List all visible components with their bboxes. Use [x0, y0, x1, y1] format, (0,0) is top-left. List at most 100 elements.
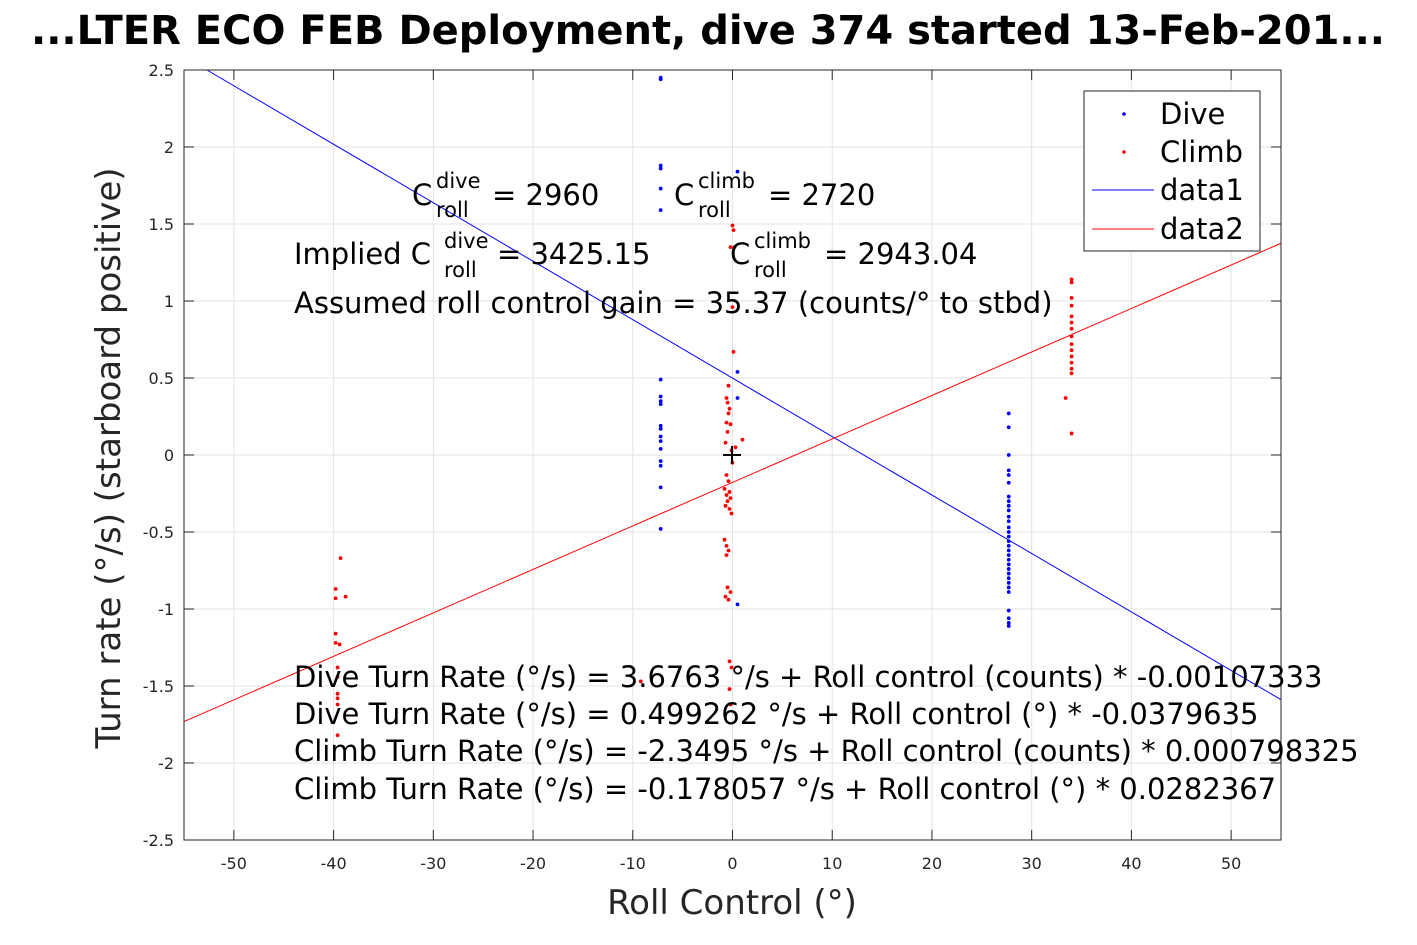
climb-point [335, 696, 340, 701]
climb-point [1063, 396, 1068, 400]
y-tick-label: 0 [164, 446, 174, 465]
climb-point [1069, 342, 1074, 347]
dive-point [658, 426, 663, 431]
climb-point [728, 422, 733, 427]
climb-point [1069, 371, 1074, 376]
dive-point [1006, 468, 1011, 473]
climb-equation-counts: Climb Turn Rate (°/s) = -2.3495 °/s + Ro… [294, 734, 1359, 768]
dive-point [735, 602, 740, 607]
dive-point [1006, 567, 1011, 571]
svg-text:= 2960: = 2960 [492, 178, 599, 212]
dive-point [1006, 534, 1011, 539]
dive-point [1006, 562, 1011, 567]
svg-text:= 2943.04: = 2943.04 [824, 237, 977, 271]
dive-point [1006, 525, 1011, 530]
svg-text:= 3425.15: = 3425.15 [497, 237, 650, 271]
dive-point [658, 527, 663, 531]
legend-data2-label: data2 [1160, 212, 1244, 246]
climb-point [1069, 280, 1074, 285]
climb-point [727, 687, 732, 691]
y-tick-label: 1 [164, 292, 174, 311]
climb-point [335, 702, 340, 707]
x-tick-label: 50 [1221, 854, 1241, 873]
svg-text:climb: climb [754, 229, 811, 253]
dive-point [1006, 425, 1011, 430]
climb-point [333, 640, 338, 645]
climb-point [729, 665, 734, 670]
x-tick-label: -30 [420, 854, 446, 873]
dive-point [658, 485, 663, 490]
y-tick-label: -1 [158, 600, 174, 619]
climb-point [726, 411, 731, 416]
legend-climb-label: Climb [1160, 135, 1243, 169]
climb-point [1069, 354, 1074, 359]
fit-line-data1 [206, 69, 1282, 701]
climb-point [1069, 277, 1074, 282]
dive-point [1006, 548, 1011, 553]
dive-point [735, 369, 740, 374]
climb-point [333, 631, 338, 636]
climb-point [1069, 296, 1074, 300]
climb-point [724, 420, 729, 425]
y-tick-label: -2 [158, 754, 174, 773]
climb-point [727, 507, 732, 511]
x-tick-label: -40 [321, 854, 347, 873]
chart-title: ...LTER ECO FEB Deployment, dive 374 sta… [31, 8, 1385, 54]
dive-point [1006, 590, 1011, 594]
dive-point [1006, 585, 1011, 590]
dive-point [735, 396, 740, 400]
dive-point [658, 166, 663, 171]
dive-point [658, 163, 663, 168]
origin-marker [723, 446, 741, 464]
climb-point [728, 702, 733, 707]
dive-point [1006, 624, 1011, 628]
climb-point [1069, 431, 1074, 436]
dive-point [658, 459, 663, 464]
svg-text:C: C [674, 178, 694, 212]
svg-text:dive: dive [436, 169, 481, 193]
dive-equation-degrees: Dive Turn Rate (°/s) = 0.499262 °/s + Ro… [294, 697, 1259, 731]
climb-point [1069, 334, 1074, 339]
climb-point [333, 587, 338, 591]
y-tick-label: 2 [164, 138, 174, 157]
climb-point [733, 445, 738, 450]
dive-point [1006, 571, 1011, 576]
data-points [333, 75, 1074, 738]
climb-point [730, 223, 735, 228]
climb-point [1069, 314, 1074, 319]
y-tick-label: -2.5 [143, 831, 174, 850]
climb-point [726, 383, 731, 388]
legend-box [1083, 90, 1261, 252]
dive-point [1006, 480, 1011, 485]
dive-point [1006, 543, 1011, 548]
svg-text:climb: climb [698, 169, 755, 193]
x-tick-label: 0 [727, 854, 737, 873]
climb-point [335, 665, 340, 670]
legend-data1-label: data1 [1160, 173, 1244, 207]
y-axis-label: Turn rate (°/s) (starboard positive) [89, 167, 129, 749]
svg-text:roll: roll [698, 198, 731, 222]
dive-point [658, 186, 663, 191]
x-tick-label: 40 [1121, 854, 1141, 873]
svg-text:roll: roll [754, 258, 787, 282]
dive-point [1006, 539, 1011, 544]
y-tick-label: -0.5 [143, 523, 174, 542]
dive-point [1006, 576, 1011, 581]
climb-point [1069, 348, 1074, 353]
implied-c-roll-annotation: Implied C dive roll = 3425.15 C climb ro… [294, 229, 977, 282]
climb-point [723, 594, 728, 599]
y-ticks: -2.5 -2 -1.5 -1 -0.5 0 0.5 1 1.5 2 2.5 [143, 61, 1281, 850]
climb-point [728, 496, 733, 501]
fit-line-data2 [183, 242, 1282, 723]
climb-point [724, 543, 729, 548]
x-axis-label: Roll Control (°) [607, 883, 857, 923]
dive-point [658, 377, 663, 382]
climb-point [723, 503, 728, 508]
x-tick-label: 10 [822, 854, 842, 873]
climb-point [1069, 366, 1074, 371]
legend: Dive Climb data1 data2 [1083, 90, 1261, 252]
climb-point [335, 733, 340, 738]
climb-point [726, 597, 731, 602]
svg-text:= 2720: = 2720 [768, 178, 875, 212]
